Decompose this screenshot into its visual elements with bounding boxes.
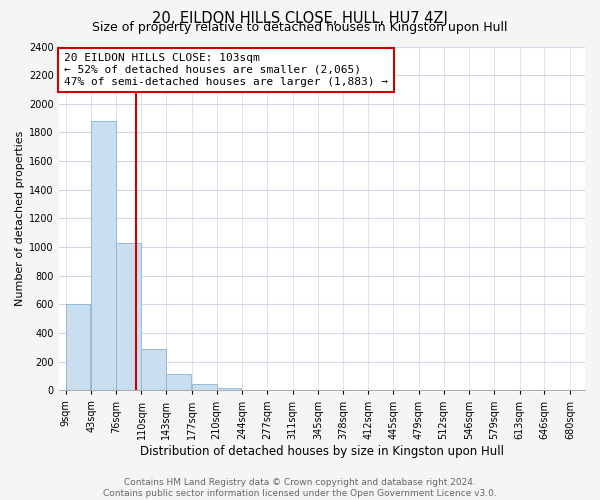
Bar bbox=[166, 374, 191, 390]
X-axis label: Distribution of detached houses by size in Kingston upon Hull: Distribution of detached houses by size … bbox=[140, 444, 504, 458]
Text: Contains HM Land Registry data © Crown copyright and database right 2024.
Contai: Contains HM Land Registry data © Crown c… bbox=[103, 478, 497, 498]
Bar bbox=[142, 349, 166, 391]
Bar bbox=[217, 388, 241, 390]
Text: Size of property relative to detached houses in Kingston upon Hull: Size of property relative to detached ho… bbox=[92, 21, 508, 34]
Bar bbox=[91, 121, 116, 390]
Y-axis label: Number of detached properties: Number of detached properties bbox=[15, 131, 25, 306]
Text: 20, EILDON HILLS CLOSE, HULL, HU7 4ZJ: 20, EILDON HILLS CLOSE, HULL, HU7 4ZJ bbox=[152, 11, 448, 26]
Bar bbox=[65, 304, 91, 390]
Text: 20 EILDON HILLS CLOSE: 103sqm
← 52% of detached houses are smaller (2,065)
47% o: 20 EILDON HILLS CLOSE: 103sqm ← 52% of d… bbox=[64, 54, 388, 86]
Bar bbox=[192, 384, 217, 390]
Bar bbox=[116, 243, 141, 390]
